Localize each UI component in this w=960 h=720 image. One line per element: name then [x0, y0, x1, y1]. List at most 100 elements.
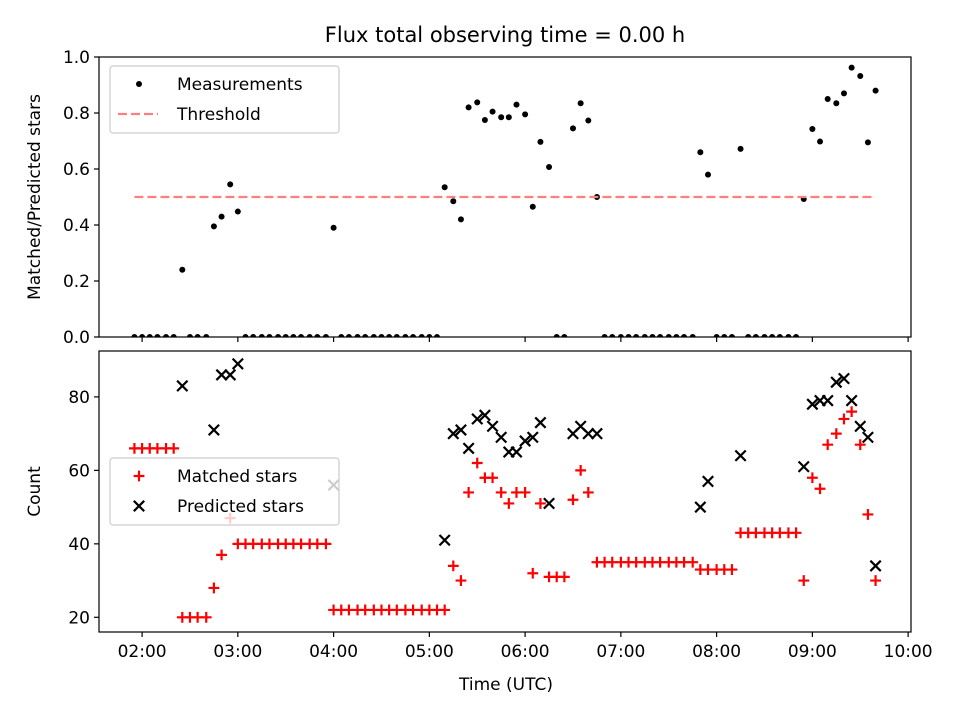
- legend-swatch-predicted-stars: [133, 500, 145, 512]
- measurements-point: [418, 334, 425, 337]
- x-tick-label: 02:00: [118, 642, 167, 662]
- measurements-point: [617, 334, 624, 337]
- legend-label-measurements: Measurements: [177, 75, 303, 95]
- measurements-point: [817, 138, 824, 145]
- measurements-point: [649, 334, 656, 337]
- predicted-stars-point: [495, 431, 508, 444]
- matched-stars-point: [200, 611, 212, 623]
- y-tick-label: 80: [68, 388, 90, 408]
- measurements-point: [857, 73, 864, 80]
- matched-stars-point: [216, 549, 227, 561]
- predicted-stars-point: [734, 449, 747, 462]
- measurements-point: [848, 64, 855, 71]
- matched-stars-point: [575, 464, 587, 476]
- matched-stars-point: [320, 538, 332, 550]
- measurements-point: [705, 171, 711, 178]
- plot-area: [129, 357, 882, 623]
- measurements-point: [378, 334, 385, 337]
- y-axis-label: Matched/Predicted stars: [25, 94, 45, 300]
- axes-frame: [98, 56, 912, 338]
- matched-stars-point: [447, 560, 459, 572]
- measurements-point: [665, 334, 672, 337]
- measurements-point: [840, 90, 847, 97]
- predicted-stars-point: [471, 412, 484, 425]
- measurements-point: [282, 334, 289, 337]
- measurements-point: [793, 334, 800, 337]
- predicted-stars-point: [837, 372, 850, 385]
- predicted-stars-point: [845, 394, 858, 407]
- measurements-point: [266, 334, 273, 337]
- measurements-point: [776, 334, 783, 337]
- y-tick-label: 20: [68, 608, 90, 628]
- measurements-point: [561, 334, 568, 337]
- legend-label-threshold: Threshold: [176, 105, 261, 125]
- measurements-point: [250, 334, 257, 337]
- matched-stars-point: [582, 487, 594, 498]
- legend-box: [109, 65, 340, 134]
- measurements-point: [601, 334, 608, 337]
- measurements-point: [330, 224, 337, 231]
- matched-stars-point: [870, 575, 881, 586]
- measurements-point: [546, 164, 553, 171]
- predicted-stars-point: [462, 442, 475, 455]
- x-tick-label: 10:00: [884, 642, 933, 662]
- matched-stars-point: [455, 575, 467, 586]
- measurements-point: [386, 334, 393, 337]
- measurements-point: [131, 334, 138, 337]
- measurements-point: [785, 334, 792, 337]
- measurements-point: [489, 108, 496, 115]
- predicted-stars-point: [224, 368, 237, 381]
- measurements-point: [402, 334, 409, 337]
- matched-stars-point: [463, 487, 475, 498]
- predicted-stars-point: [702, 475, 714, 488]
- measurements-point: [242, 334, 249, 337]
- legend-label-matched-stars: Matched stars: [177, 467, 297, 487]
- x-tick-label: 07:00: [596, 642, 645, 662]
- predicted-stars-point: [231, 357, 244, 370]
- measurements-point: [370, 334, 377, 337]
- y-tick-label: 0.8: [63, 104, 90, 124]
- y-tick-label: 60: [68, 461, 90, 481]
- matched-stars-point: [168, 442, 180, 454]
- measurements-point: [481, 117, 488, 123]
- measurements-point: [713, 334, 720, 337]
- measurements-point: [498, 114, 505, 121]
- measurements-point: [752, 334, 759, 337]
- measurements-point: [522, 111, 529, 118]
- predicted-stars-point: [176, 379, 189, 392]
- plot-area: [131, 64, 879, 337]
- measurements-point: [641, 334, 648, 337]
- measurements-point: [537, 138, 544, 145]
- bottom-axes-count: 20 40 60 80 02:00 03:00 04:00 05:00 06:00 07:00 08…: [25, 350, 933, 695]
- measurements-point: [681, 334, 688, 337]
- predicted-stars-point: [207, 423, 220, 436]
- measurements-point: [146, 334, 153, 337]
- measurements-point: [170, 334, 177, 337]
- matched-stars-point: [487, 472, 498, 484]
- matched-stars-point: [726, 564, 738, 575]
- x-tick-label: 09:00: [788, 642, 837, 662]
- measurements-point: [529, 203, 536, 210]
- x-tick-label: 06:00: [501, 642, 550, 662]
- measurements-point: [633, 334, 640, 337]
- measurements-point: [745, 334, 752, 337]
- measurements-point: [761, 334, 768, 337]
- measurements-point: [306, 334, 313, 337]
- measurements-point: [721, 334, 728, 337]
- x-tick-label: 08:00: [692, 642, 741, 662]
- measurements-point: [362, 334, 369, 337]
- measurements-point: [298, 334, 305, 337]
- y-tick-label: 0.6: [63, 160, 90, 180]
- measurements-point: [314, 334, 321, 337]
- matched-stars-point: [806, 472, 818, 484]
- measurements-point: [577, 100, 584, 107]
- predicted-stars-point: [830, 376, 843, 389]
- predicted-stars-point: [869, 559, 882, 572]
- measurements-point: [410, 334, 417, 337]
- measurements-point: [163, 334, 170, 337]
- top-axes-ratio: 0.0 0.2 0.4 0.6 0.8 1.0 Matched/Predicted star…: [25, 48, 912, 348]
- measurements-point: [450, 198, 457, 205]
- measurements-point: [673, 334, 680, 337]
- measurements-point: [218, 213, 225, 220]
